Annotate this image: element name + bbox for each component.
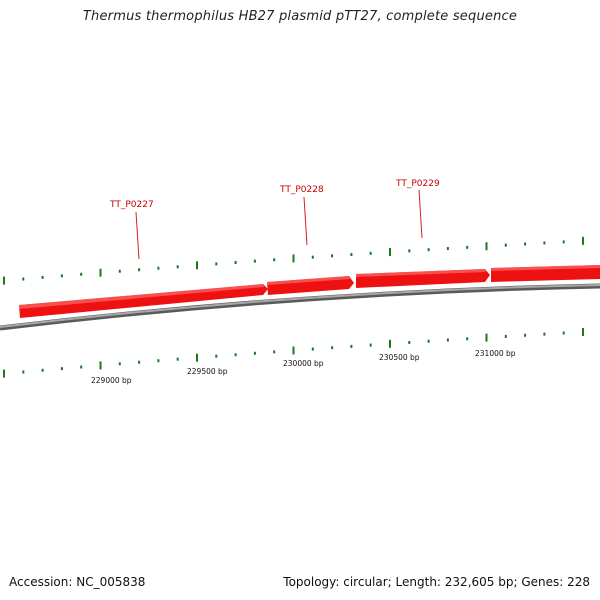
- scale-label: 229000 bp: [91, 376, 132, 385]
- scale-label: 229500 bp: [187, 367, 228, 376]
- backbone-arc: [0, 283, 600, 331]
- leader-line-TT_P0227: [135, 211, 140, 260]
- gene-TT_P0228[interactable]: [267, 276, 354, 295]
- gene-TT_P0229[interactable]: [356, 269, 490, 288]
- scale-label: 230500 bp: [379, 353, 420, 362]
- outer-tick-marks: [3, 236, 584, 285]
- accession-text: Accession: NC_005838: [9, 575, 146, 589]
- inner-tick-marks: [3, 327, 584, 378]
- map-title: Thermus thermophilus HB27 plasmid pTT27,…: [82, 9, 518, 24]
- gene-label-TT_P0228: TT_P0228: [279, 185, 324, 195]
- topology-summary: Topology: circular; Length: 232,605 bp; …: [283, 575, 590, 589]
- gene-label-TT_P0227: TT_P0227: [109, 200, 154, 210]
- leader-line-TT_P0229: [418, 189, 423, 239]
- scale-label: 230000 bp: [283, 359, 324, 368]
- leader-line-TT_P0228: [303, 196, 308, 246]
- gene-label-TT_P0229: TT_P0229: [395, 179, 440, 189]
- scale-label: 231000 bp: [475, 349, 516, 358]
- backbone-arc-highlight: [0, 284, 600, 328]
- gene-unlabeled[interactable]: [491, 265, 600, 282]
- gene-TT_P0227[interactable]: [19, 284, 268, 318]
